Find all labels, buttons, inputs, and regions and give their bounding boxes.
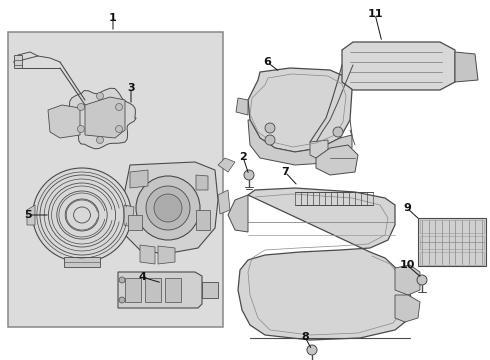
Text: 6: 6 bbox=[263, 57, 271, 67]
Polygon shape bbox=[218, 190, 230, 214]
Text: 1: 1 bbox=[109, 13, 117, 23]
Ellipse shape bbox=[33, 168, 131, 262]
Circle shape bbox=[417, 275, 427, 285]
Polygon shape bbox=[395, 265, 420, 295]
Polygon shape bbox=[48, 105, 80, 138]
Polygon shape bbox=[418, 218, 486, 266]
Polygon shape bbox=[196, 175, 208, 190]
Circle shape bbox=[92, 110, 108, 126]
Text: 8: 8 bbox=[301, 332, 309, 342]
Text: 9: 9 bbox=[403, 203, 411, 213]
Polygon shape bbox=[85, 97, 125, 138]
Circle shape bbox=[146, 186, 190, 230]
Polygon shape bbox=[165, 278, 181, 302]
Polygon shape bbox=[310, 140, 328, 160]
Circle shape bbox=[333, 127, 343, 137]
Polygon shape bbox=[248, 120, 352, 165]
Polygon shape bbox=[236, 98, 248, 115]
Polygon shape bbox=[395, 295, 420, 322]
Bar bbox=[8, 32, 223, 327]
Polygon shape bbox=[158, 246, 175, 264]
Polygon shape bbox=[196, 210, 210, 230]
Polygon shape bbox=[342, 42, 455, 90]
Text: 3: 3 bbox=[127, 83, 135, 93]
Circle shape bbox=[154, 194, 182, 222]
Polygon shape bbox=[118, 272, 202, 308]
Polygon shape bbox=[238, 188, 412, 340]
Text: 5: 5 bbox=[24, 210, 32, 220]
Circle shape bbox=[119, 297, 125, 303]
Circle shape bbox=[265, 135, 275, 145]
Text: 7: 7 bbox=[281, 167, 289, 177]
Circle shape bbox=[77, 126, 84, 132]
Polygon shape bbox=[140, 245, 155, 264]
Polygon shape bbox=[27, 205, 35, 225]
Polygon shape bbox=[145, 278, 161, 302]
Polygon shape bbox=[130, 170, 148, 188]
Circle shape bbox=[77, 104, 84, 111]
Circle shape bbox=[86, 104, 114, 132]
Circle shape bbox=[116, 104, 122, 111]
Polygon shape bbox=[125, 278, 141, 302]
Text: 4: 4 bbox=[138, 272, 146, 282]
Polygon shape bbox=[63, 88, 136, 149]
Circle shape bbox=[244, 170, 254, 180]
Polygon shape bbox=[455, 52, 478, 82]
Polygon shape bbox=[128, 215, 142, 230]
Polygon shape bbox=[122, 162, 218, 254]
Circle shape bbox=[307, 345, 317, 355]
Text: 2: 2 bbox=[239, 152, 247, 162]
Circle shape bbox=[119, 277, 125, 283]
Polygon shape bbox=[228, 195, 248, 232]
Polygon shape bbox=[124, 205, 134, 227]
Circle shape bbox=[136, 176, 200, 240]
Polygon shape bbox=[218, 158, 235, 172]
Circle shape bbox=[116, 126, 122, 132]
Text: 10: 10 bbox=[399, 260, 415, 270]
Polygon shape bbox=[14, 55, 22, 68]
Polygon shape bbox=[316, 145, 358, 175]
Text: 11: 11 bbox=[367, 9, 383, 19]
Polygon shape bbox=[64, 257, 100, 267]
Circle shape bbox=[265, 123, 275, 133]
Polygon shape bbox=[202, 282, 218, 298]
Polygon shape bbox=[248, 68, 352, 152]
Circle shape bbox=[97, 136, 103, 144]
Circle shape bbox=[97, 93, 103, 99]
